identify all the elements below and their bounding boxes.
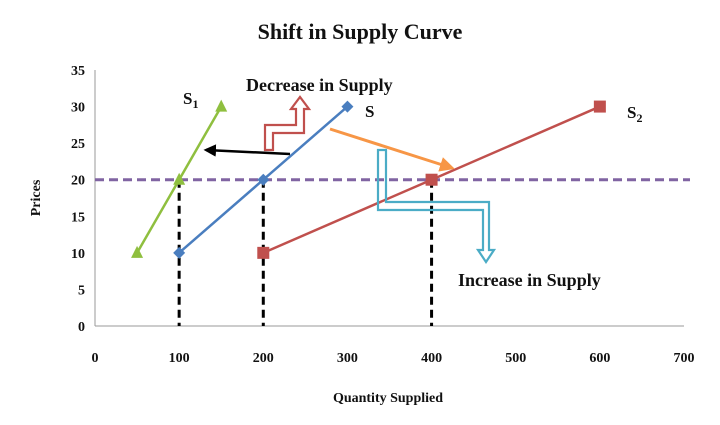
y-tick-label: 5 [78,283,85,298]
x-tick-label: 700 [674,351,695,366]
series-s-point [173,246,186,259]
series-s1-point [173,172,186,185]
x-tick-label: 600 [589,351,610,366]
series-s2-point [257,246,270,259]
plot-area: 0 5 10 15 20 25 30 35 0 100 200 300 400 500 600 700 [71,64,695,366]
series-markers-group [131,99,606,259]
x-tick-label: 200 [253,351,274,366]
series-s-point [341,100,354,113]
series-s2-point [593,100,606,113]
series-s2-point [425,173,438,186]
y-tick-label: 20 [71,174,85,189]
drop-lines-group [177,179,434,326]
series-s1-point [131,245,144,258]
y-axis-title: Prices [29,179,44,216]
x-tick-label: 300 [337,351,358,366]
decrease-bent-arrow [263,95,312,152]
increase-supply-label: Increase in Supply [458,270,601,290]
shift-left-arrow [203,144,291,157]
x-tick-labels: 0 100 200 300 400 500 600 700 [92,351,695,366]
x-tick-label: 100 [169,351,190,366]
shift-right-arrow [329,127,455,172]
decrease-supply-label: Decrease in Supply [246,75,393,95]
y-tick-label: 0 [78,320,85,335]
series-label-s1: S1 [183,89,198,111]
y-tick-label: 25 [71,137,85,152]
y-tick-label: 15 [71,210,85,225]
series-s-point [257,173,270,186]
y-tick-labels: 0 5 10 15 20 25 30 35 [71,64,85,335]
y-tick-label: 35 [71,64,85,79]
x-tick-label: 0 [92,351,99,366]
shift-arrows [203,95,497,264]
y-tick-label: 30 [71,101,85,116]
y-tick-label: 10 [71,247,85,262]
increase-bent-arrow [376,148,497,264]
chart-title: Shift in Supply Curve [258,19,463,44]
series-label-s2: S2 [627,103,642,125]
x-tick-label: 500 [505,351,526,366]
x-axis-title: Quantity Supplied [333,391,443,406]
x-tick-label: 400 [421,351,442,366]
series-labels: S S1 S2 [183,89,642,125]
series-s1-point [215,99,228,112]
series-label-s: S [365,102,374,121]
